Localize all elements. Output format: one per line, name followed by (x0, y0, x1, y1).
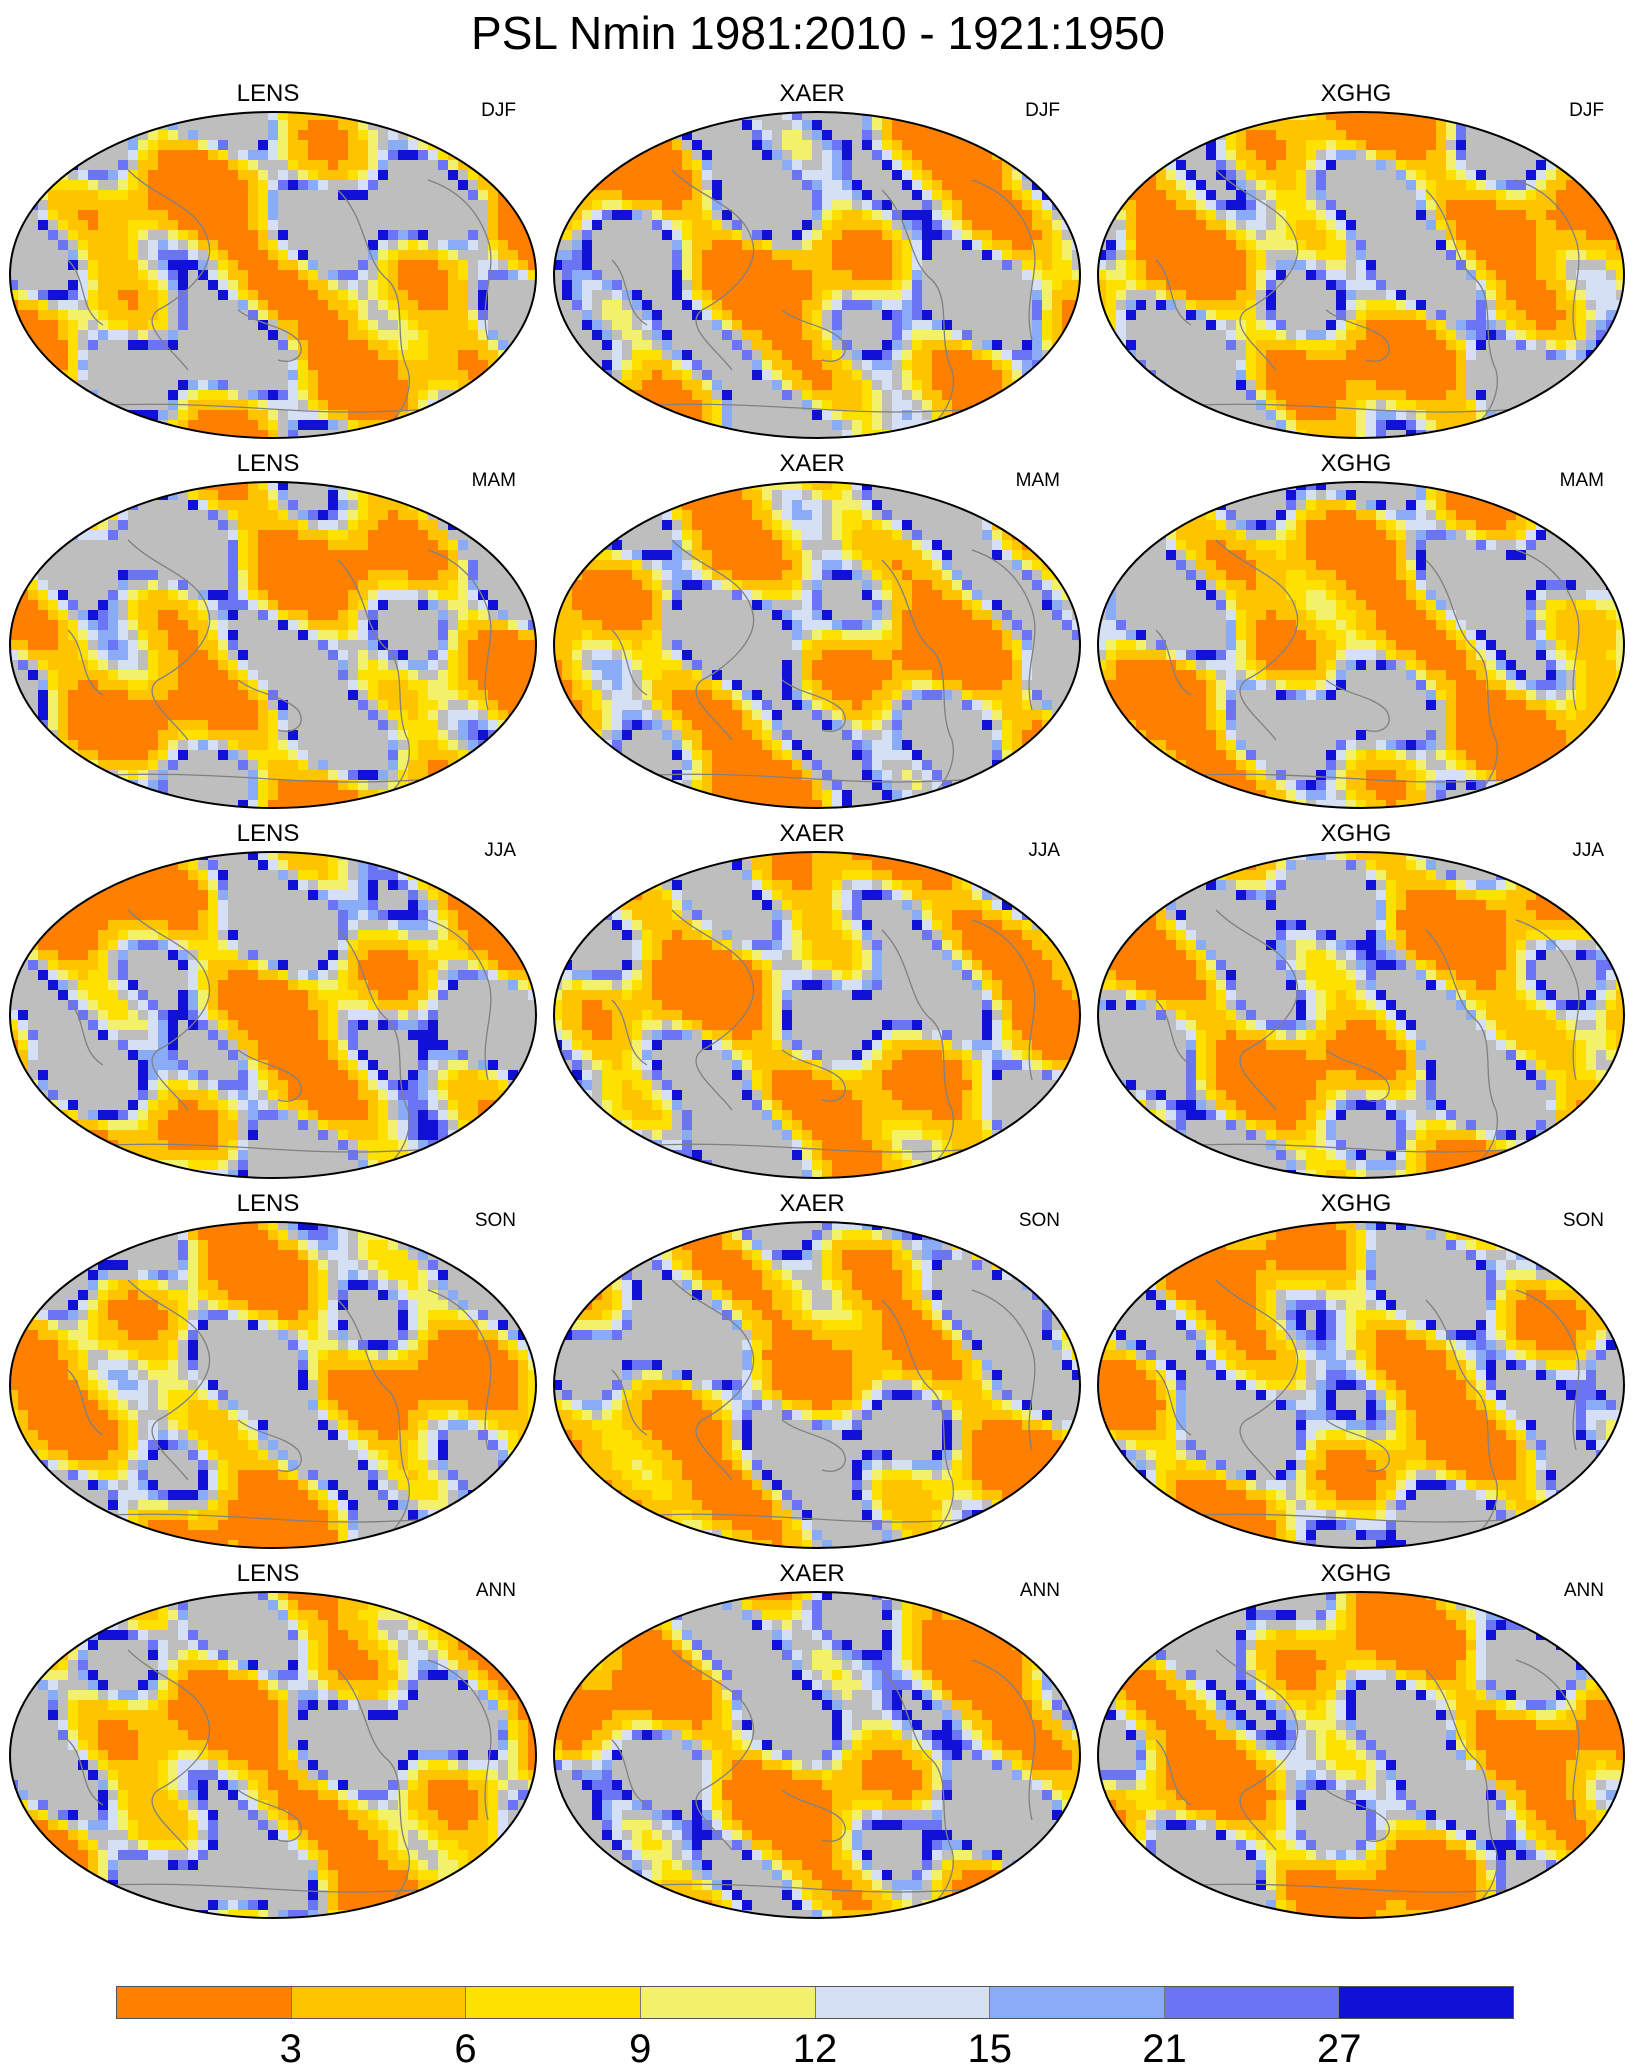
colorbar-box (292, 1987, 467, 2018)
panel-title: XGHG (1088, 820, 1624, 848)
colorbar-box (816, 1987, 991, 2018)
figure-title: PSL Nmin 1981:2010 - 1921:1950 (0, 6, 1636, 60)
world-map (8, 1220, 538, 1550)
panel-title: XAER (544, 1560, 1080, 1588)
world-map (552, 1220, 1082, 1550)
panel-title: XGHG (1088, 80, 1624, 108)
colorbar-box (117, 1987, 292, 2018)
world-map (1096, 480, 1626, 810)
colorbar-tick-label: 6 (454, 2027, 476, 2072)
colorbar-box (1339, 1987, 1513, 2018)
colorbar (116, 1986, 1514, 2019)
colorbar-tick-label: 12 (793, 2027, 838, 2072)
panel-title: LENS (0, 820, 536, 848)
world-map (552, 1590, 1082, 1920)
panel-title: XGHG (1088, 1190, 1624, 1218)
panel-title: LENS (0, 1560, 536, 1588)
panel-title: XAER (544, 450, 1080, 478)
colorbar-tick-label: 15 (968, 2027, 1013, 2072)
world-map (1096, 1220, 1626, 1550)
world-map (8, 110, 538, 440)
world-map (552, 480, 1082, 810)
panel-title: LENS (0, 1190, 536, 1218)
world-map (552, 110, 1082, 440)
world-map (552, 850, 1082, 1180)
panel-title: LENS (0, 80, 536, 108)
colorbar-box (641, 1987, 816, 2018)
colorbar-tick-label: 27 (1317, 2027, 1362, 2072)
panel-title: XGHG (1088, 450, 1624, 478)
world-map (1096, 110, 1626, 440)
panel-title: XAER (544, 820, 1080, 848)
panel-title: XGHG (1088, 1560, 1624, 1588)
colorbar-box (990, 1987, 1165, 2018)
panel-title: LENS (0, 450, 536, 478)
world-map (8, 480, 538, 810)
colorbar-box (466, 1987, 641, 2018)
world-map (8, 850, 538, 1180)
panel-title: XAER (544, 80, 1080, 108)
colorbar-tick-label: 3 (280, 2027, 302, 2072)
colorbar-tick-label: 9 (629, 2027, 651, 2072)
world-map (1096, 850, 1626, 1180)
panel-title: XAER (544, 1190, 1080, 1218)
colorbar-box (1165, 1987, 1340, 2018)
world-map (1096, 1590, 1626, 1920)
colorbar-tick-label: 21 (1142, 2027, 1187, 2072)
world-map (8, 1590, 538, 1920)
